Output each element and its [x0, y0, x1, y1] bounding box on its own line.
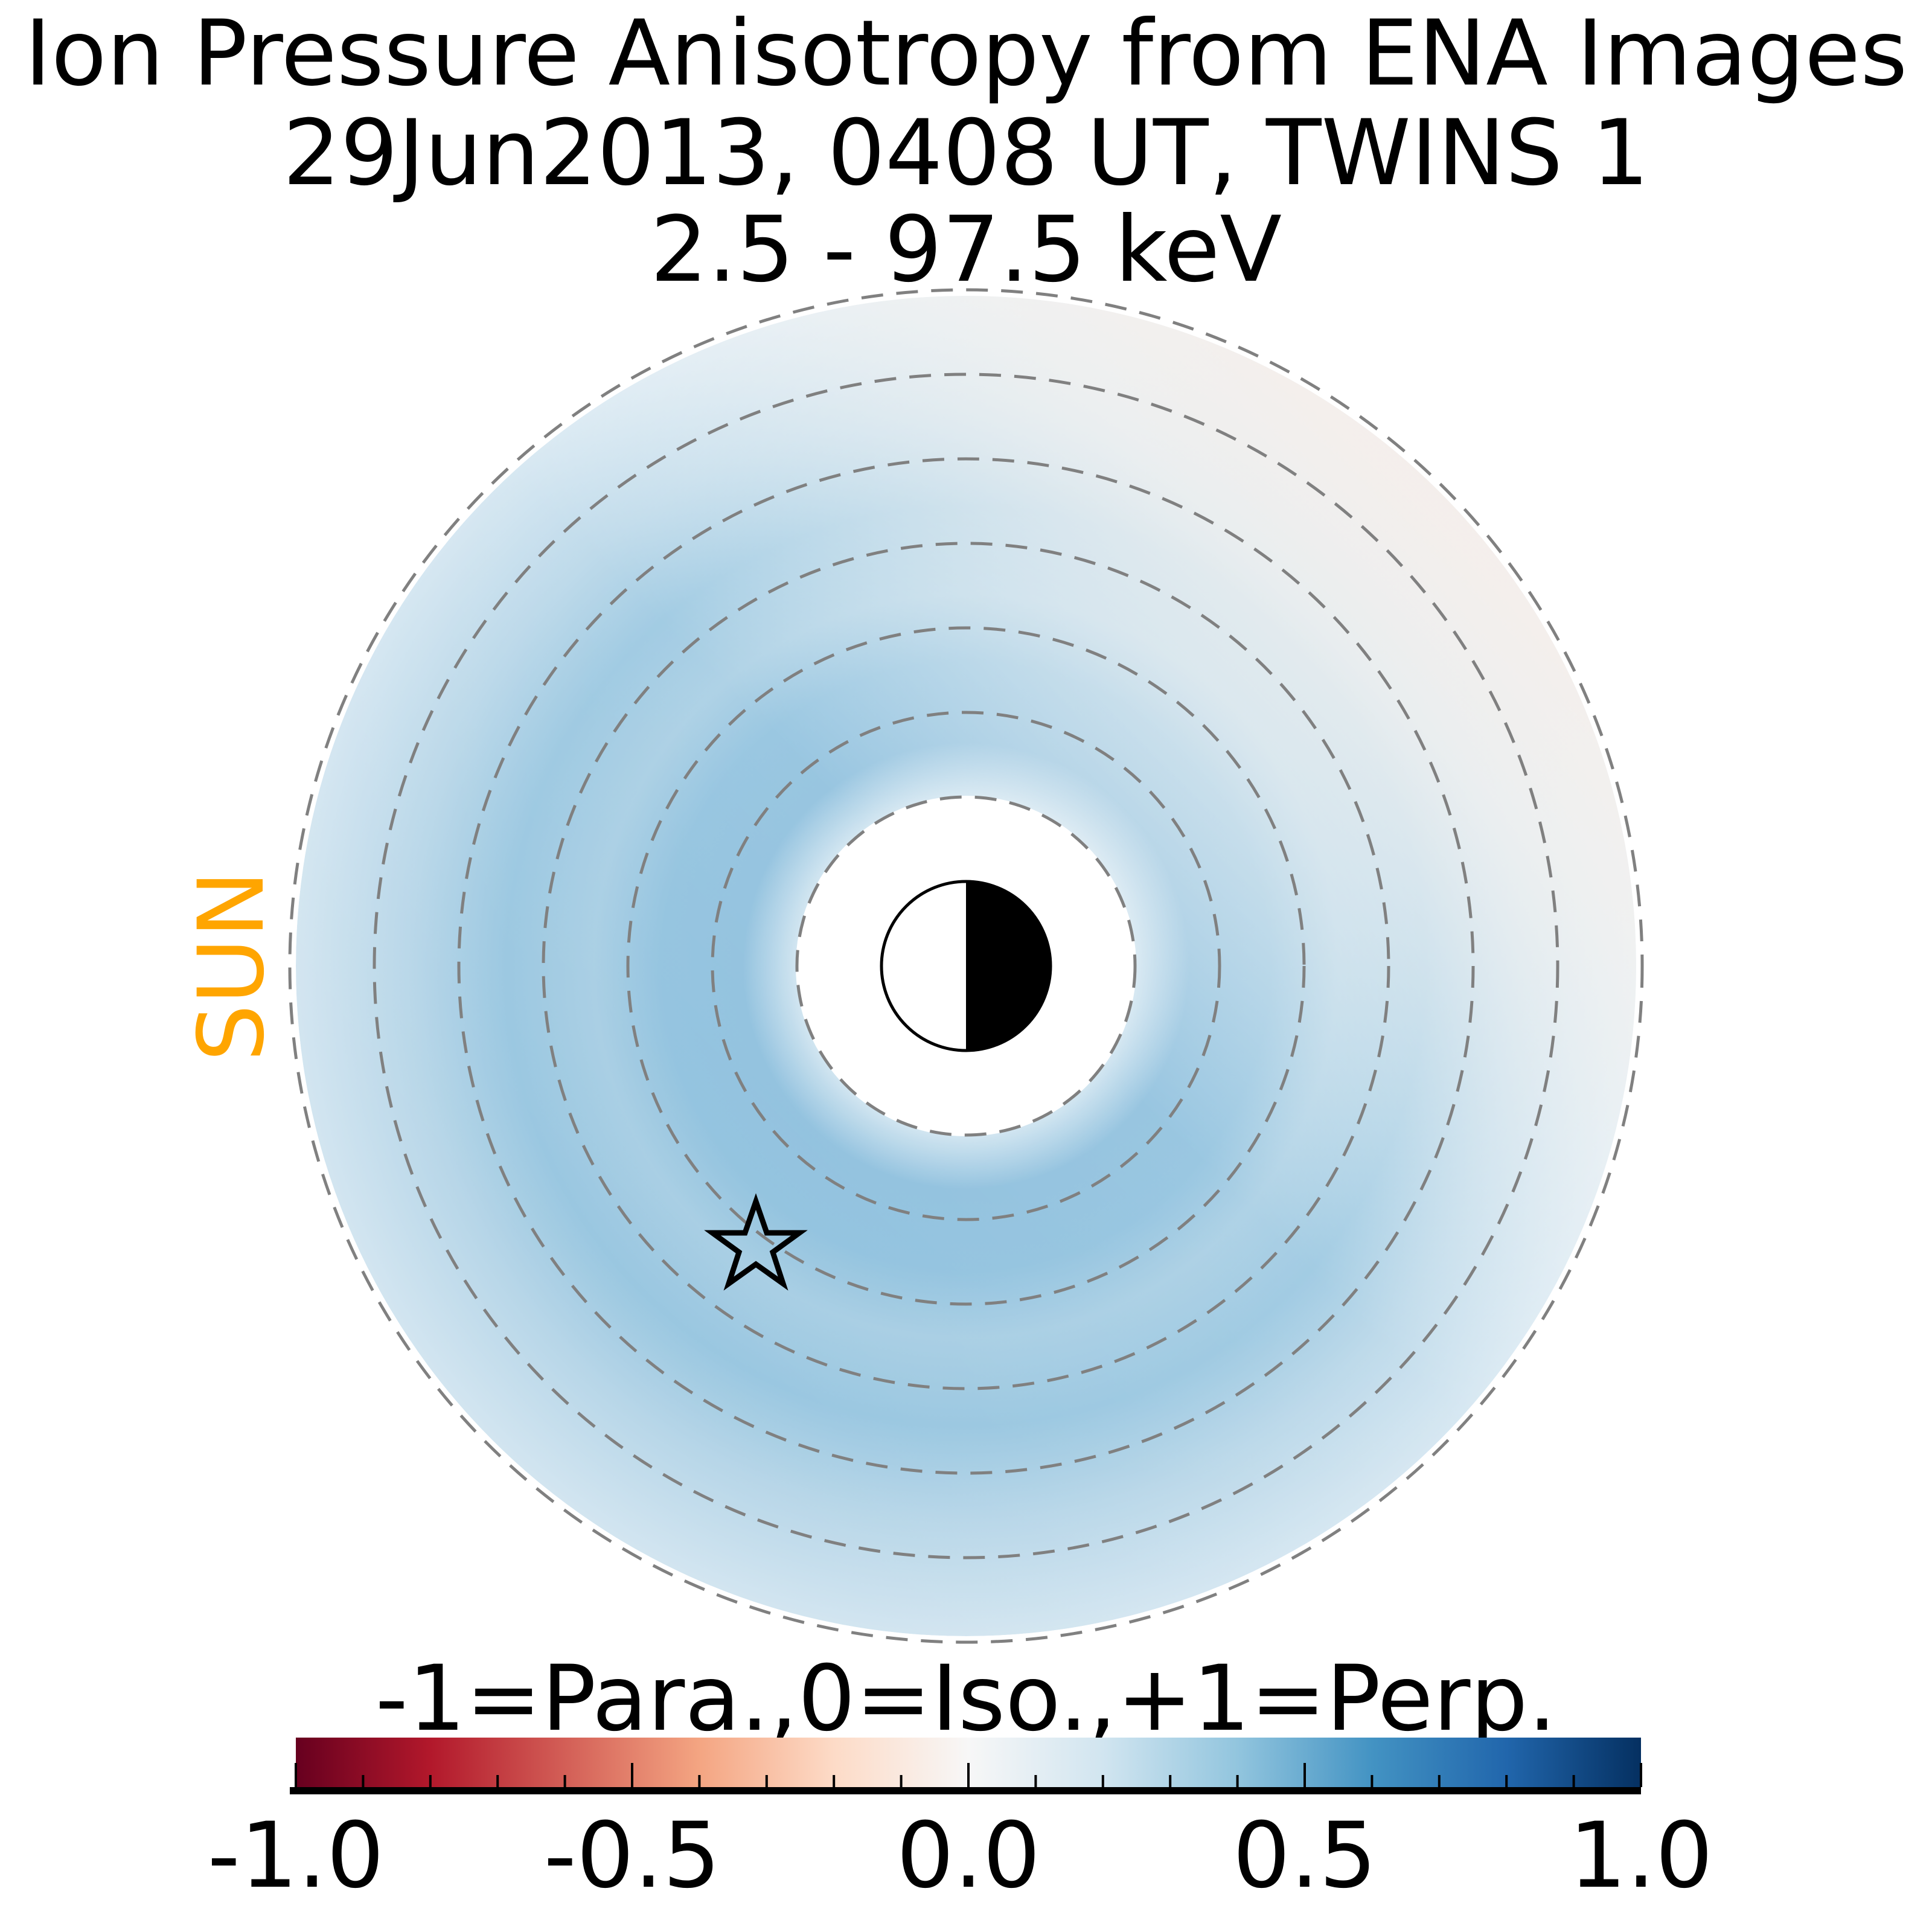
- dashed-ring: [288, 288, 1644, 1644]
- dashed-ring: [542, 542, 1390, 1390]
- dashed-ring: [626, 626, 1306, 1306]
- colorbar-ticks: [290, 1763, 1642, 1794]
- tick-label: 0.0: [897, 1803, 1041, 1908]
- title-line-1: Ion Pressure Anisotropy from ENA Images: [25, 1, 1908, 106]
- sun-label: SUN: [179, 870, 284, 1061]
- dashed-ring: [795, 795, 1137, 1137]
- tick-label: 0.5: [1233, 1803, 1377, 1908]
- tick-label: -0.5: [544, 1803, 721, 1908]
- dashed-ring: [711, 711, 1221, 1221]
- dashed-ring: [373, 373, 1559, 1559]
- title-line-3: 2.5 - 97.5 keV: [650, 197, 1282, 302]
- dashed-ring: [457, 457, 1475, 1475]
- colorbar-label: -1=Para.,0=Iso.,+1=Perp.: [376, 1646, 1557, 1751]
- tick-label: -1.0: [208, 1803, 385, 1908]
- tick-label: 1.0: [1569, 1803, 1713, 1908]
- earth-icon: [880, 880, 1052, 1052]
- colorbar-tick-labels: -1.0 -0.5 0.0 0.5 1.0: [208, 1803, 1713, 1908]
- title-line-2: 29Jun2013, 0408 UT, TWINS 1: [283, 101, 1649, 206]
- star-marker-icon: [704, 1193, 808, 1291]
- dashed-rings: [288, 288, 1644, 1644]
